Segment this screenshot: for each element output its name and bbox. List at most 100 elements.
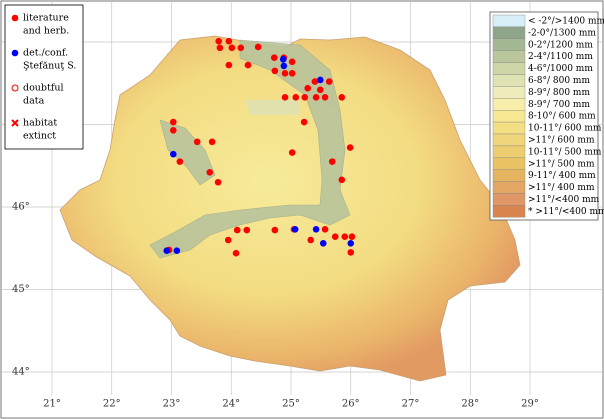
record-point — [321, 225, 329, 233]
record-point — [288, 149, 296, 156]
record-point — [316, 76, 324, 84]
legend-symbol — [11, 119, 19, 127]
climate-label: >11°/ 600 mm — [528, 136, 595, 146]
legend-label: data — [23, 96, 45, 107]
climate-label: * >11°/<400 mm — [528, 207, 604, 217]
record-point — [291, 225, 299, 233]
lat-label: 44° — [12, 367, 30, 378]
climate-legend: < -2°/>1400 mm-2-0°/1300 mm 0-2°/1200 mm 2… — [489, 11, 604, 221]
climate-label: 0-2°/1200 mm — [528, 40, 593, 50]
legend-label: habitat — [23, 118, 57, 129]
record-point — [271, 67, 279, 75]
record-point — [348, 233, 356, 240]
climate-swatch — [492, 38, 526, 51]
climate-swatch — [492, 121, 526, 135]
climate-swatch — [492, 157, 526, 170]
record-point — [228, 44, 236, 52]
record-point — [281, 70, 289, 77]
climate-label: 8-9°/ 800 mm — [528, 88, 590, 98]
lon-label: 22° — [103, 399, 121, 410]
record-point — [301, 93, 309, 101]
record-point — [232, 249, 240, 257]
record-point — [341, 233, 349, 240]
record-point — [237, 44, 245, 52]
legend-symbol — [11, 84, 19, 92]
record-point — [338, 176, 346, 184]
record-point — [347, 249, 355, 256]
record-point — [279, 56, 287, 63]
lon-label: 25° — [282, 399, 300, 410]
lon-label: 21° — [43, 399, 61, 410]
record-point — [163, 247, 171, 255]
record-point — [321, 93, 329, 101]
record-point — [304, 84, 312, 92]
records — [163, 37, 356, 257]
record-point — [319, 240, 327, 247]
climate-swatch — [492, 193, 526, 206]
record-point — [346, 144, 354, 151]
record-point — [312, 225, 320, 233]
climate-label: 8-9°/ 700 mm — [528, 100, 590, 110]
climate-label: 9-11°/ 400 mm — [528, 171, 596, 181]
climate-swatch — [492, 74, 526, 87]
record-point — [243, 226, 251, 234]
record-point — [307, 236, 315, 244]
climate-swatch — [492, 14, 526, 28]
record-point — [208, 138, 216, 146]
climate-swatch — [492, 50, 526, 63]
record-point — [270, 54, 278, 61]
lon-label: 24° — [222, 399, 240, 410]
record-point — [281, 93, 289, 101]
record-point — [169, 118, 177, 126]
climate-label: 6-8°/ 800 mm — [528, 76, 590, 86]
legend-label: literature — [23, 13, 69, 24]
climate-label: 2-4°/1100 mm — [528, 52, 593, 62]
record-point — [271, 226, 279, 234]
record-point — [288, 58, 296, 66]
record-point — [224, 236, 232, 244]
record-point — [233, 226, 241, 234]
record-point — [300, 118, 308, 126]
mountains — [149, 39, 351, 259]
climate-swatch — [492, 133, 526, 147]
legend: literature and herb. det./conf. Ştefănuţ S.… — [4, 4, 84, 150]
record-point — [325, 78, 333, 85]
record-point — [316, 86, 324, 94]
climate-label: >11°/ 400 mm — [528, 183, 595, 193]
lon-label: 27° — [402, 399, 420, 410]
climate-swatch — [492, 205, 526, 218]
climate-label: >11°/<400 mm — [528, 195, 600, 205]
record-point — [288, 70, 296, 77]
climate-label: >11°/ 500 mm — [528, 159, 595, 169]
climate-swatch — [492, 181, 526, 194]
lon-label: 28° — [461, 399, 479, 410]
record-point — [244, 61, 252, 69]
legend-symbol — [11, 14, 19, 22]
climate-label: < -2°/>1400 mm — [528, 17, 604, 27]
record-point — [347, 240, 355, 247]
record-point — [254, 43, 262, 51]
legend-symbol — [11, 49, 19, 57]
climate-swatch — [492, 98, 526, 111]
climate-swatch — [492, 169, 526, 182]
lon-label: 23° — [163, 399, 181, 410]
legend-label: and herb. — [23, 26, 69, 37]
record-point — [328, 158, 336, 165]
record-point — [225, 61, 233, 69]
legend-label: extinct — [23, 131, 56, 142]
record-point — [338, 93, 346, 101]
lat-label: 45° — [12, 284, 30, 295]
climate-swatch — [492, 62, 526, 75]
record-point — [176, 158, 184, 165]
climate-swatch — [492, 86, 526, 99]
record-point — [215, 37, 223, 45]
record-point — [225, 37, 233, 45]
record-point — [173, 247, 181, 255]
record-point — [169, 126, 177, 134]
climate-label: -2-0°/1300 mm — [528, 28, 596, 38]
climate-label: 10-11°/ 500 mm — [528, 147, 602, 157]
climate-swatch — [492, 109, 526, 123]
legend-label: Ştefănuţ S. — [23, 61, 76, 72]
